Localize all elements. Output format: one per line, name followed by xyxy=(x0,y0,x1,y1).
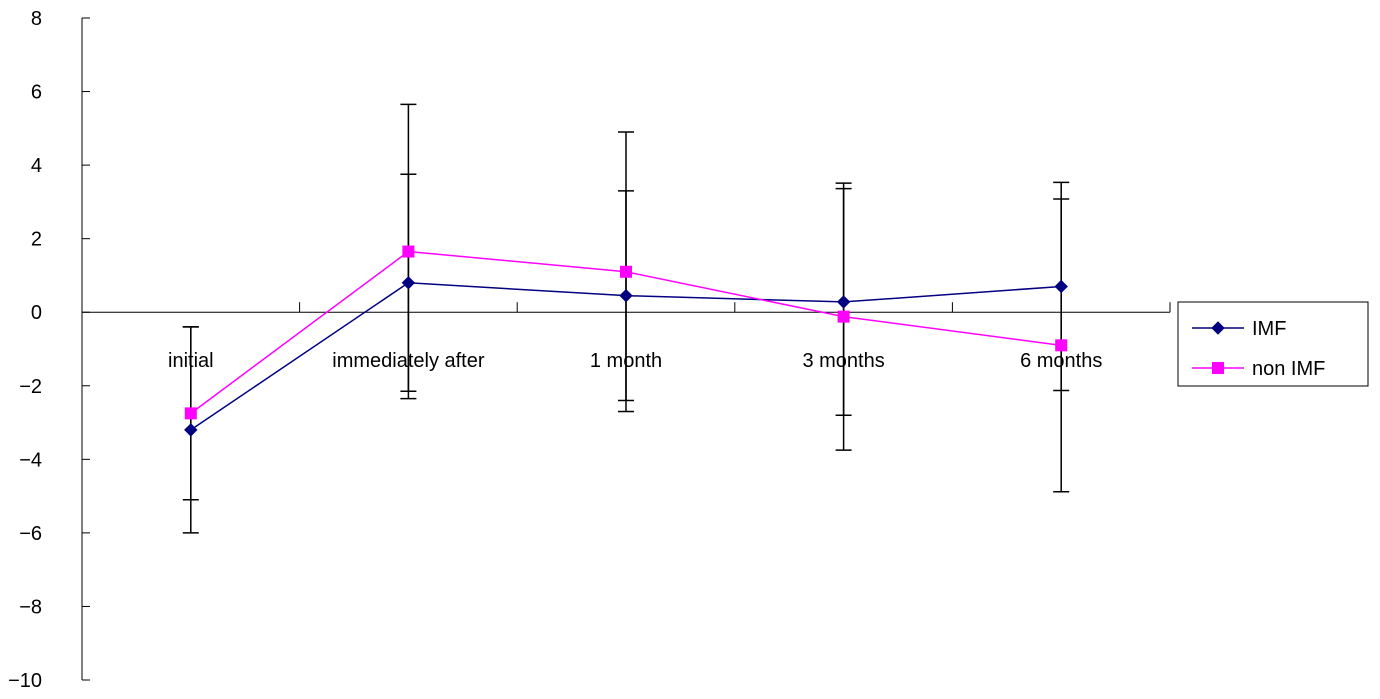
data-markers xyxy=(184,245,1068,437)
data-point xyxy=(1054,279,1068,294)
x-ticks xyxy=(299,302,1171,313)
data-point xyxy=(837,310,850,323)
data-point xyxy=(184,407,197,420)
legend-box xyxy=(1177,301,1369,387)
data-point xyxy=(836,295,851,309)
y-tick-label: 6 xyxy=(31,82,42,104)
y-tick-label: 0 xyxy=(31,302,42,324)
y-tick-label: −8 xyxy=(19,596,42,618)
data-point xyxy=(619,288,633,303)
data-point xyxy=(184,423,198,437)
category-label: 6 months xyxy=(1020,350,1102,372)
axes: 8 6 4 2 0 −2 −4 −6 −8 −10 xyxy=(8,8,1171,692)
y-ticks: 8 6 4 2 0 −2 −4 −6 −8 −10 xyxy=(8,8,90,692)
data-point xyxy=(620,265,632,278)
error-bars xyxy=(182,103,1070,534)
legend-label: non IMF xyxy=(1252,358,1325,380)
y-tick-label: 4 xyxy=(31,155,42,177)
y-tick-label: −4 xyxy=(19,449,42,471)
category-label: 3 months xyxy=(802,350,884,372)
data-point xyxy=(1055,339,1068,352)
y-tick-label: −6 xyxy=(19,523,42,545)
legend-label: IMF xyxy=(1252,318,1286,340)
legend: IMF non IMF xyxy=(1177,301,1369,387)
y-tick-label: 8 xyxy=(31,8,42,30)
category-label: 1 month xyxy=(590,350,662,372)
data-point xyxy=(401,276,416,290)
category-labels: initial immediately after 1 month 3 months 6… xyxy=(168,350,1102,372)
y-tick-label: −2 xyxy=(19,376,42,398)
legend-marker xyxy=(1211,321,1225,335)
category-label: initial xyxy=(168,350,214,372)
legend-marker xyxy=(1212,362,1224,374)
y-tick-label: 2 xyxy=(31,229,42,251)
category-label: immediately after xyxy=(332,350,485,372)
y-tick-label: −10 xyxy=(8,670,42,692)
data-point xyxy=(402,245,415,258)
